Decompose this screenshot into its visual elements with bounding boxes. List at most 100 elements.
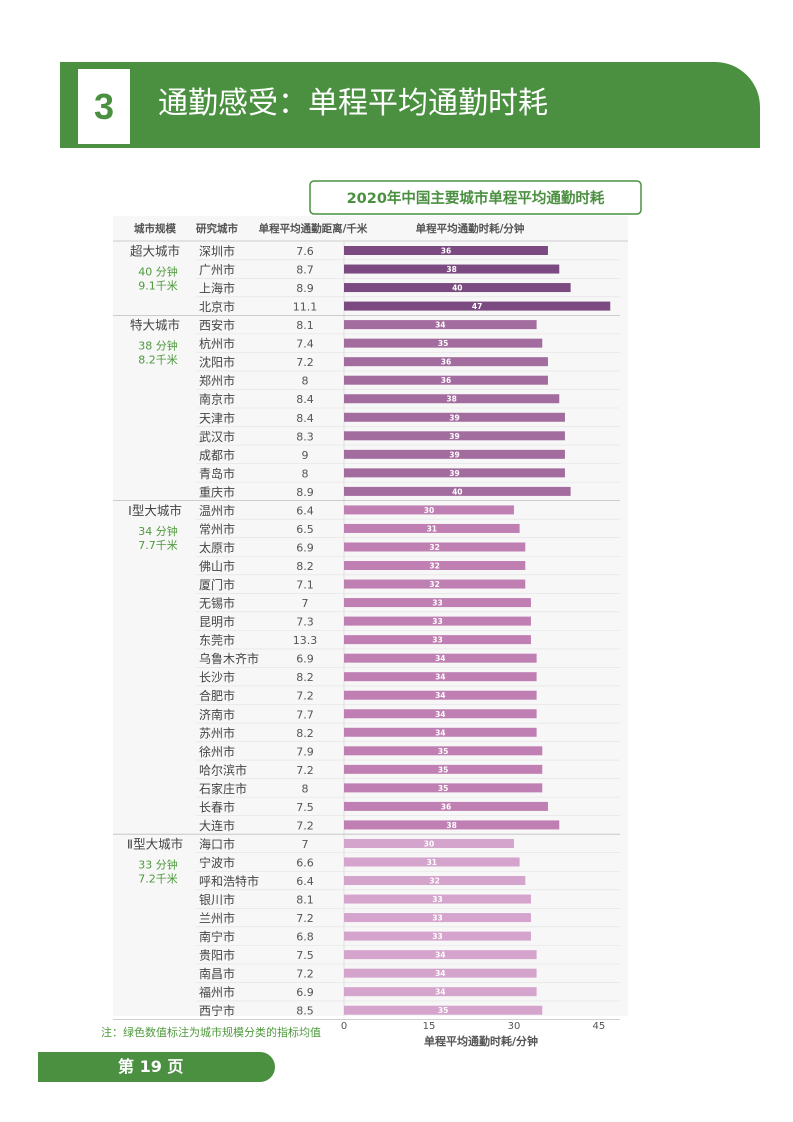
city-distance: 8.2 [296, 671, 314, 684]
city-name: 呼和浩特市 [199, 874, 259, 889]
city-distance: 7.4 [296, 338, 314, 351]
bar-大连市 [344, 820, 560, 830]
bar-苏州市 [344, 727, 537, 737]
city-distance: 8.9 [296, 282, 314, 295]
section-number: 3 [93, 86, 115, 127]
chart-title: 2020年中国主要城市单程平均通勤时耗 [347, 189, 605, 207]
bar-昆明市 [344, 616, 531, 626]
bar-value-label: 32 [429, 877, 439, 886]
column-header: 单程平均通勤距离/千米 [259, 222, 368, 235]
city-name: 西安市 [199, 318, 235, 333]
group-name: 超大城市 [130, 244, 180, 259]
city-distance: 7.9 [296, 745, 314, 758]
bar-海口市 [344, 838, 514, 848]
city-name: 无锡市 [199, 596, 235, 611]
bar-value-label: 40 [452, 284, 462, 293]
city-distance: 8.4 [296, 393, 314, 406]
bar-value-label: 38 [446, 821, 456, 830]
bar-value-label: 34 [435, 988, 445, 997]
bar-常州市 [344, 523, 520, 533]
bar-value-label: 33 [432, 895, 442, 904]
bar-南京市 [344, 394, 560, 404]
bar-value-label: 39 [449, 469, 459, 478]
city-name: 南京市 [199, 392, 235, 407]
city-name: 长春市 [199, 799, 235, 814]
bar-value-label: 35 [438, 1006, 448, 1015]
x-tick-label: 45 [593, 1021, 606, 1032]
bar-广州市 [344, 264, 560, 274]
bar-贵阳市 [344, 950, 537, 960]
section-header-bar [60, 62, 760, 148]
bar-呼和浩特市 [344, 876, 526, 886]
city-name: 上海市 [199, 281, 235, 296]
bar-value-label: 34 [435, 673, 445, 682]
city-distance: 8.1 [296, 319, 314, 332]
bar-成都市 [344, 449, 565, 459]
bar-value-label: 33 [432, 932, 442, 941]
bar-value-label: 36 [441, 376, 451, 385]
city-name: 银川市 [199, 892, 235, 907]
bar-乌鲁木齐市 [344, 653, 537, 663]
group-avg-time: 33 分钟 [138, 857, 178, 871]
city-distance: 8.2 [296, 727, 314, 740]
city-distance: 8.9 [296, 486, 314, 499]
city-name: 苏州市 [199, 725, 235, 740]
group-avg-time: 40 分钟 [138, 265, 178, 279]
city-name: 兰州市 [199, 911, 235, 926]
group-avg-time: 38 分钟 [138, 339, 178, 353]
bar-兰州市 [344, 913, 531, 923]
city-distance: 13.3 [293, 634, 318, 647]
column-header: 研究城市 [196, 222, 238, 235]
city-distance: 7.2 [296, 356, 314, 369]
chart-note: 注：绿色数值标注为城市规模分类的指标均值 [101, 1025, 321, 1039]
bar-value-label: 31 [427, 524, 437, 533]
bar-value-label: 36 [441, 358, 451, 367]
city-distance: 8.4 [296, 412, 314, 425]
city-distance: 7.6 [296, 245, 314, 258]
city-distance: 8 [302, 467, 309, 480]
group-avg-distance: 7.7千米 [138, 539, 178, 552]
city-distance: 6.8 [296, 931, 314, 944]
bar-value-label: 34 [435, 710, 445, 719]
x-axis-title: 单程平均通勤时耗/分钟 [424, 1034, 538, 1048]
bar-value-label: 40 [452, 487, 462, 496]
bar-value-label: 32 [429, 543, 439, 552]
group-avg-distance: 9.1千米 [138, 280, 178, 293]
city-name: 广州市 [199, 262, 235, 277]
city-name: 郑州市 [199, 373, 235, 388]
bar-南宁市 [344, 931, 531, 941]
bar-value-label: 34 [435, 728, 445, 737]
city-distance: 7.5 [296, 949, 314, 962]
bar-银川市 [344, 894, 531, 904]
bar-value-label: 34 [435, 951, 445, 960]
city-distance: 7.2 [296, 912, 314, 925]
city-name: 石家庄市 [199, 781, 247, 796]
bar-value-label: 33 [432, 914, 442, 923]
column-header: 城市规模 [134, 222, 176, 235]
city-distance: 8.5 [296, 1005, 314, 1018]
city-name: 天津市 [199, 410, 235, 425]
x-tick-label: 30 [508, 1021, 521, 1032]
city-name: 哈尔滨市 [199, 762, 247, 777]
bar-value-label: 36 [441, 247, 451, 256]
city-name: 南宁市 [199, 929, 235, 944]
city-distance: 9 [302, 449, 309, 462]
bar-青岛市 [344, 468, 565, 478]
group-name: Ⅰ型大城市 [128, 503, 182, 518]
bar-value-label: 38 [446, 395, 456, 404]
bar-北京市 [344, 301, 611, 311]
bar-西宁市 [344, 1005, 543, 1015]
bar-佛山市 [344, 561, 526, 571]
bar-上海市 [344, 283, 571, 293]
bar-济南市 [344, 709, 537, 719]
bar-value-label: 34 [435, 654, 445, 663]
bar-天津市 [344, 412, 565, 422]
city-name: 南昌市 [199, 966, 235, 981]
city-name: 长沙市 [199, 670, 235, 685]
bar-石家庄市 [344, 783, 543, 793]
city-distance: 7 [302, 597, 309, 610]
city-name: 深圳市 [199, 244, 235, 259]
city-distance: 7.2 [296, 968, 314, 981]
bar-value-label: 32 [429, 580, 439, 589]
x-tick-label: 15 [423, 1021, 436, 1032]
